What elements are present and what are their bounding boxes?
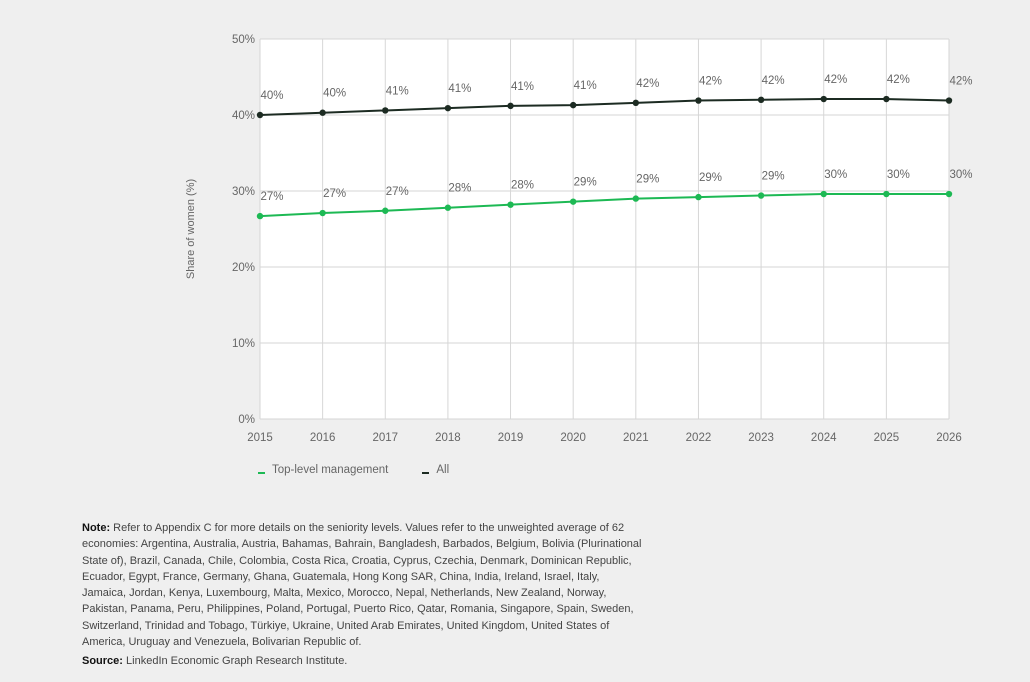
data-point xyxy=(569,198,577,205)
x-tick-label: 2024 xyxy=(811,432,837,444)
data-point xyxy=(945,97,953,104)
chart-series: 40% 40% 41% 41% 41% 41% 42% 42% 42% 42% 42% 42%27% 2… xyxy=(256,74,973,220)
data-point xyxy=(632,99,640,107)
data-label: 30% xyxy=(887,169,910,181)
note-paragraph: Note: Refer to Appendix C for more detai… xyxy=(82,520,642,650)
data-label: 29% xyxy=(762,171,785,183)
x-axis: 2015 2016 2017 2018 2019 2020 2021 2022 2023 2024… xyxy=(247,432,962,444)
data-point xyxy=(757,192,765,199)
legend-item-top-level-management: Top-level management xyxy=(258,464,388,476)
data-label: 29% xyxy=(636,174,659,186)
data-point xyxy=(507,201,514,208)
y-tick-label: 40% xyxy=(232,110,255,122)
data-point xyxy=(319,109,326,116)
data-label: 28% xyxy=(448,183,471,195)
data-point xyxy=(444,204,452,211)
legend-label: Top-level management xyxy=(272,464,389,476)
legend-item-all: All xyxy=(422,464,449,476)
data-label: 27% xyxy=(323,188,346,200)
data-point xyxy=(695,193,702,201)
data-point xyxy=(256,212,264,220)
data-point xyxy=(695,97,702,104)
chart-legend: Top-level management All xyxy=(258,464,449,476)
data-label: 29% xyxy=(574,177,597,189)
x-tick-label: 2015 xyxy=(247,432,273,444)
series-top-level-management: 27% 27% 27% 28% 28% 29% 29% 29% 29% 30% 30% 30% xyxy=(256,169,973,220)
data-point xyxy=(945,190,953,198)
legend-label: All xyxy=(436,464,450,476)
data-label: 42% xyxy=(699,76,722,88)
series-line-top-level-management xyxy=(259,193,949,218)
data-label: 41% xyxy=(448,83,471,95)
series-all: 40% 40% 41% 41% 41% 41% 42% 42% 42% 42% 42% 42% xyxy=(256,74,973,119)
data-point xyxy=(444,104,452,112)
data-label: 42% xyxy=(949,76,972,88)
legend-swatch-top-level-management xyxy=(258,472,265,474)
data-point xyxy=(820,190,827,198)
y-tick-label: 30% xyxy=(232,186,255,198)
data-label: 42% xyxy=(762,75,785,87)
data-point xyxy=(382,107,389,114)
x-tick-label: 2016 xyxy=(310,432,336,444)
data-label: 41% xyxy=(574,80,597,92)
data-label: 40% xyxy=(260,90,283,102)
legend-swatch-all xyxy=(422,472,430,474)
data-label: 41% xyxy=(511,81,534,93)
chart-grid xyxy=(259,38,950,420)
y-tick-label: 0% xyxy=(238,414,255,426)
y-tick-label: 50% xyxy=(232,34,255,46)
data-label: 40% xyxy=(323,88,346,100)
data-point xyxy=(256,111,264,119)
x-tick-label: 2021 xyxy=(623,432,649,444)
data-point xyxy=(757,96,765,104)
note-label: Note: xyxy=(82,522,111,534)
data-label: 42% xyxy=(636,78,659,90)
y-axis-title: Share of women (%) xyxy=(185,179,197,279)
chart-notes: Note: Refer to Appendix C for more detai… xyxy=(82,520,642,670)
x-tick-label: 2017 xyxy=(372,432,398,444)
data-point xyxy=(820,95,827,103)
data-point xyxy=(382,207,389,214)
data-point xyxy=(632,195,640,202)
data-label: 27% xyxy=(386,186,409,198)
x-tick-label: 2019 xyxy=(498,432,524,444)
data-label: 41% xyxy=(386,85,409,97)
data-point xyxy=(883,95,890,103)
data-label: 42% xyxy=(887,74,910,86)
data-label: 42% xyxy=(824,74,847,86)
x-tick-label: 2018 xyxy=(435,432,461,444)
note-text: Refer to Appendix C for more details on … xyxy=(82,522,642,649)
y-tick-label: 20% xyxy=(232,262,255,274)
x-tick-label: 2025 xyxy=(874,432,900,444)
y-axis: 0% 10% 20% 30% 40% 50% xyxy=(232,34,255,426)
data-label: 29% xyxy=(699,172,722,184)
data-label: 30% xyxy=(824,169,847,181)
y-tick-label: 10% xyxy=(232,338,255,350)
source-text: LinkedIn Economic Graph Research Institu… xyxy=(122,655,348,668)
source-line: Source: LinkedIn Economic Graph Research… xyxy=(82,653,642,669)
data-point xyxy=(569,101,577,109)
source-label: Source: xyxy=(82,655,123,668)
data-point xyxy=(319,209,326,217)
x-tick-label: 2026 xyxy=(936,432,962,444)
series-line-all xyxy=(259,98,950,116)
x-tick-label: 2023 xyxy=(748,432,774,444)
data-point xyxy=(507,102,514,110)
plot-area xyxy=(260,39,949,419)
x-tick-label: 2022 xyxy=(686,432,712,444)
data-label: 28% xyxy=(511,180,534,192)
x-tick-label: 2020 xyxy=(560,432,586,444)
data-label: 30% xyxy=(949,169,972,181)
data-point xyxy=(883,190,890,198)
data-label: 27% xyxy=(260,191,283,203)
